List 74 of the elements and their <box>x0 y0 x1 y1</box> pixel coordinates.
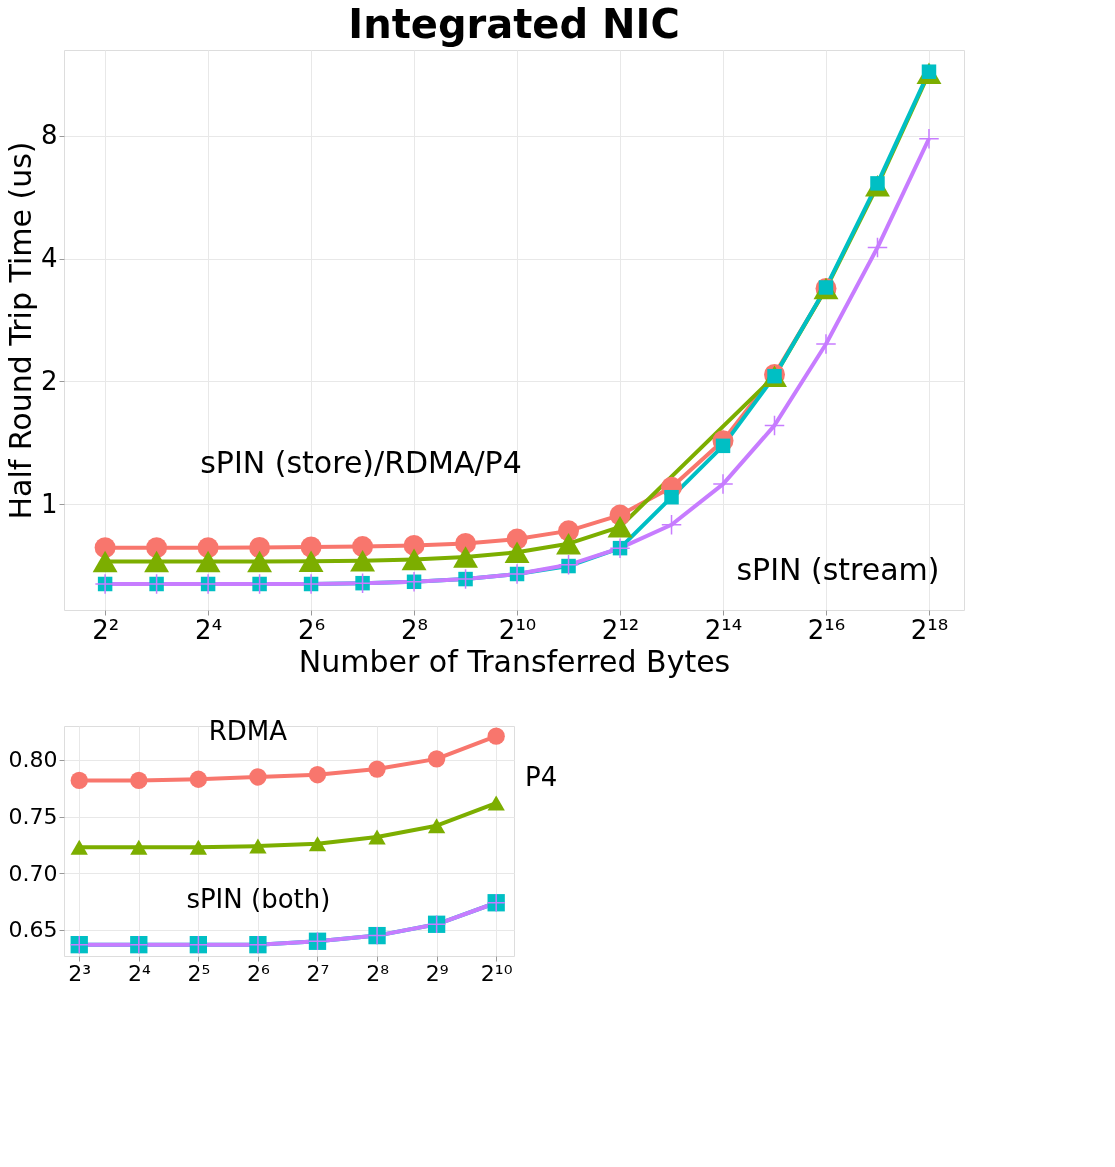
point <box>92 550 118 573</box>
point <box>352 536 374 558</box>
y-tick-label: 8 <box>40 120 58 151</box>
x-tick-label: 2⁶ <box>298 614 326 645</box>
point <box>70 771 88 790</box>
point <box>427 818 446 834</box>
point <box>146 537 168 559</box>
point <box>455 532 477 554</box>
point <box>403 534 425 556</box>
point <box>350 550 376 572</box>
x-tick-label: 2⁵ <box>187 960 211 986</box>
x-tick-label: 2¹⁸ <box>910 614 949 645</box>
point <box>144 550 170 573</box>
x-tick-label: 2⁸ <box>366 960 390 986</box>
point <box>918 128 940 150</box>
point <box>189 839 208 855</box>
point <box>249 768 267 786</box>
y-axis-title: Half Round Trip Time (us) <box>2 141 38 520</box>
point <box>308 766 327 784</box>
annotation: sPIN (both) <box>186 883 331 914</box>
point <box>866 237 888 259</box>
point <box>661 514 683 536</box>
point <box>249 838 267 854</box>
x-tick-label: 2⁷ <box>306 960 330 986</box>
x-tick-label: 2³ <box>68 960 92 986</box>
y-tick-label: 1 <box>40 488 58 519</box>
point <box>401 548 427 571</box>
y-tick-label: 4 <box>40 243 58 274</box>
point <box>249 536 271 558</box>
point <box>764 414 785 436</box>
point <box>664 489 679 505</box>
y-tick-label: 0.80 <box>8 747 58 773</box>
y-tick-label: 0.65 <box>8 917 58 943</box>
point <box>94 537 116 559</box>
point <box>197 537 219 559</box>
point <box>368 829 386 845</box>
x-tick-label: 2⁹ <box>425 960 449 986</box>
point <box>247 550 273 573</box>
point <box>70 839 88 855</box>
annotation: sPIN (stream) <box>736 551 940 587</box>
x-axis-title: Number of Transferred Bytes <box>298 643 731 679</box>
annotation: sPIN (store)/RDMA/P4 <box>200 445 522 481</box>
y-tick-label: 2 <box>40 365 58 396</box>
x-tick-label: 2¹² <box>601 614 640 645</box>
point <box>487 727 505 745</box>
x-tick-label: 2² <box>92 614 120 645</box>
y-tick-label: 0.70 <box>8 860 58 886</box>
point <box>130 839 148 855</box>
point <box>195 550 221 573</box>
x-tick-label: 2⁴ <box>127 960 151 986</box>
point <box>487 795 505 811</box>
annotation: RDMA <box>208 715 288 746</box>
x-tick-label: 2¹⁰ <box>498 614 537 645</box>
annotation: P4 <box>525 762 558 793</box>
point <box>308 836 327 852</box>
point <box>427 750 446 768</box>
point <box>504 541 530 564</box>
x-tick-label: 2⁴ <box>195 614 223 645</box>
x-tick-label: 2⁶ <box>247 960 271 986</box>
x-tick-label: 2¹⁶ <box>807 614 846 645</box>
x-tick-label: 2¹⁴ <box>704 614 743 645</box>
y-tick-label: 0.75 <box>8 804 58 830</box>
point <box>189 770 208 788</box>
x-tick-label: 2¹⁰ <box>480 960 513 986</box>
point <box>815 333 837 355</box>
chart-title: Integrated NIC <box>348 1 680 47</box>
x-tick-label: 2⁸ <box>401 614 429 645</box>
point <box>712 473 734 495</box>
point <box>298 550 324 573</box>
point <box>130 771 148 790</box>
point <box>368 760 386 778</box>
point <box>607 516 633 538</box>
point <box>453 546 478 568</box>
point <box>556 532 581 555</box>
